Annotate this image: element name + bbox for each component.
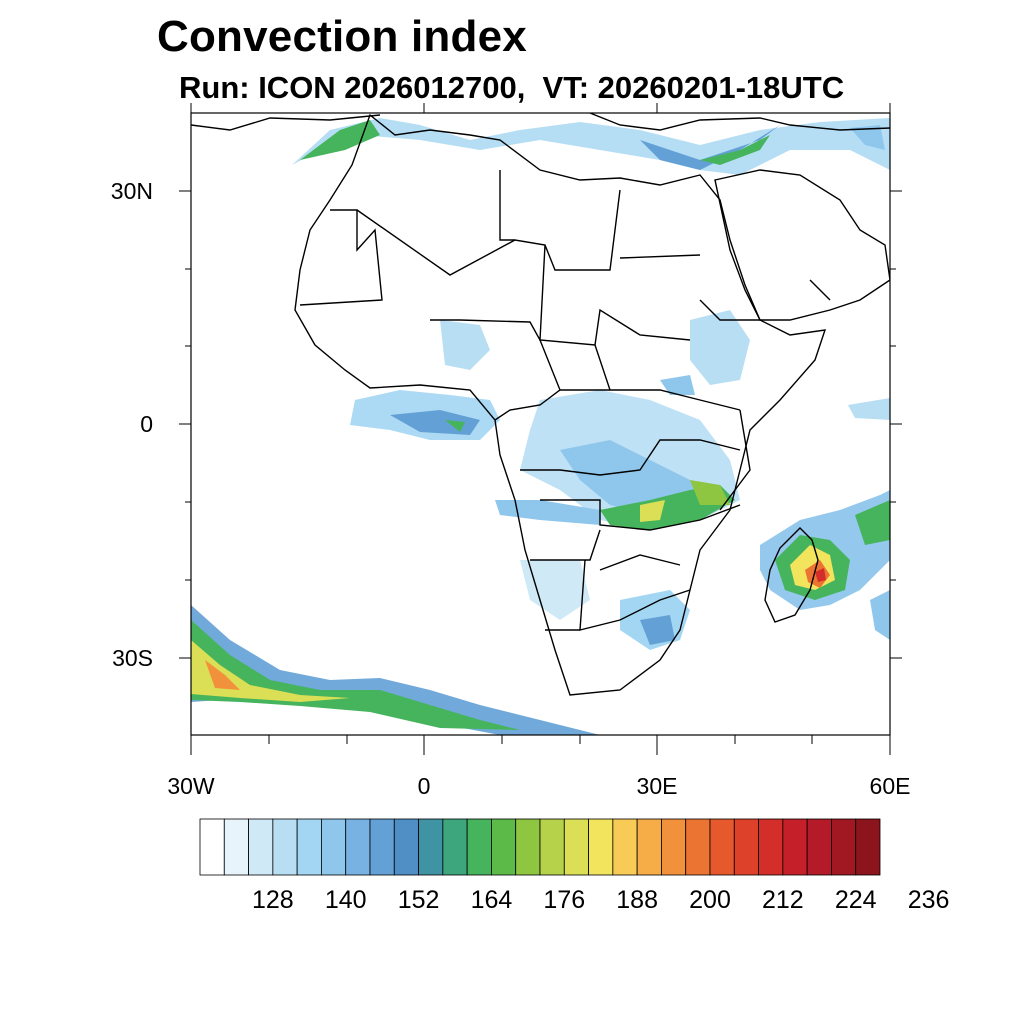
colorbar-label: 128 [251,886,294,914]
colorbar-swatch [491,818,517,876]
field-mediterranean-east [640,125,780,170]
colorbar-label: 164 [470,886,513,914]
colorbar-swatch [199,818,225,876]
lon-label-60e: 60E [869,773,911,799]
convection-field [191,118,890,735]
chart-subtitle: Run: ICON 2026012700, VT: 20260201-18UTC [179,70,845,105]
colorbar-swatch [563,818,589,876]
colorbar-swatch [321,818,347,876]
colorbar [199,818,881,876]
colorbar-swatch [442,818,468,876]
colorbar-swatch [636,818,662,876]
colorbar-swatch [782,818,808,876]
lon-ticks [190,103,891,755]
field-mediterranean [292,118,890,175]
arabia-coastline [714,169,890,321]
colorbar-swatch [272,818,298,876]
colorbar-swatch [709,818,735,876]
lon-label-0: 0 [417,773,431,799]
colorbar-label: 176 [543,886,586,914]
africa-coastline [294,113,827,696]
colorbar-swatch [515,818,541,876]
field-mediterranean-core [300,120,380,160]
colorbar-label: 224 [834,886,877,914]
lon-label-30w: 30W [167,773,215,799]
colorbar-label: 200 [689,886,731,914]
lon-label-30e: 30E [636,773,678,799]
lat-ticks [179,190,902,659]
coastlines-and-borders [191,113,890,696]
colorbar-swatch [612,818,638,876]
colorbar-label: 236 [907,886,950,914]
colorbar-swatch [758,818,784,876]
colorbar-swatch [855,818,881,876]
colorbar-swatch [418,818,444,876]
colorbar-swatch [733,818,759,876]
colorbar-label: 152 [397,886,440,914]
lat-label-30n: 30N [110,178,153,204]
colorbar-swatch [223,818,249,876]
colorbar-swatch [806,818,832,876]
colorbar-swatch [466,818,492,876]
colorbar-swatch [296,818,322,876]
colorbar-swatch [248,818,274,876]
colorbar-swatch [831,818,857,876]
colorbar-label: 140 [324,886,367,914]
madagascar-coastline [764,527,819,623]
chart-title: Convection index [157,12,527,61]
colorbar-swatch [369,818,395,876]
colorbar-swatch [393,818,419,876]
lat-label-0: 0 [140,411,153,437]
colorbar-label: 212 [761,886,804,914]
lat-label-30s: 30S [112,645,153,671]
colorbar-swatch [588,818,614,876]
colorbar-label: 188 [616,886,658,914]
colorbar-swatch [685,818,711,876]
colorbar-swatch [345,818,371,876]
colorbar-swatch [661,818,687,876]
colorbar-swatch [539,818,565,876]
